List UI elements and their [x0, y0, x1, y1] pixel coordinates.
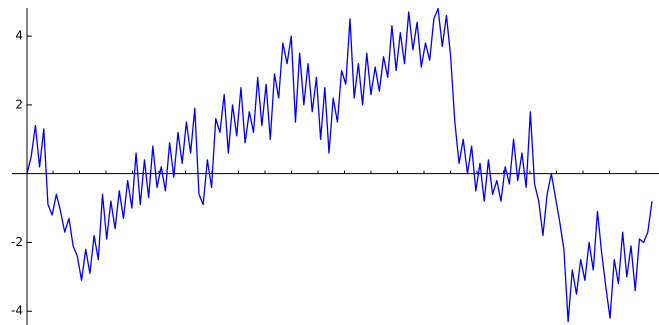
data-line — [26, 7, 653, 323]
y-tick-label: 4 — [15, 29, 23, 43]
y-tick-label: -2 — [11, 235, 23, 249]
y-tick-label: -4 — [11, 304, 23, 318]
y-tick-label: 2 — [15, 97, 23, 111]
